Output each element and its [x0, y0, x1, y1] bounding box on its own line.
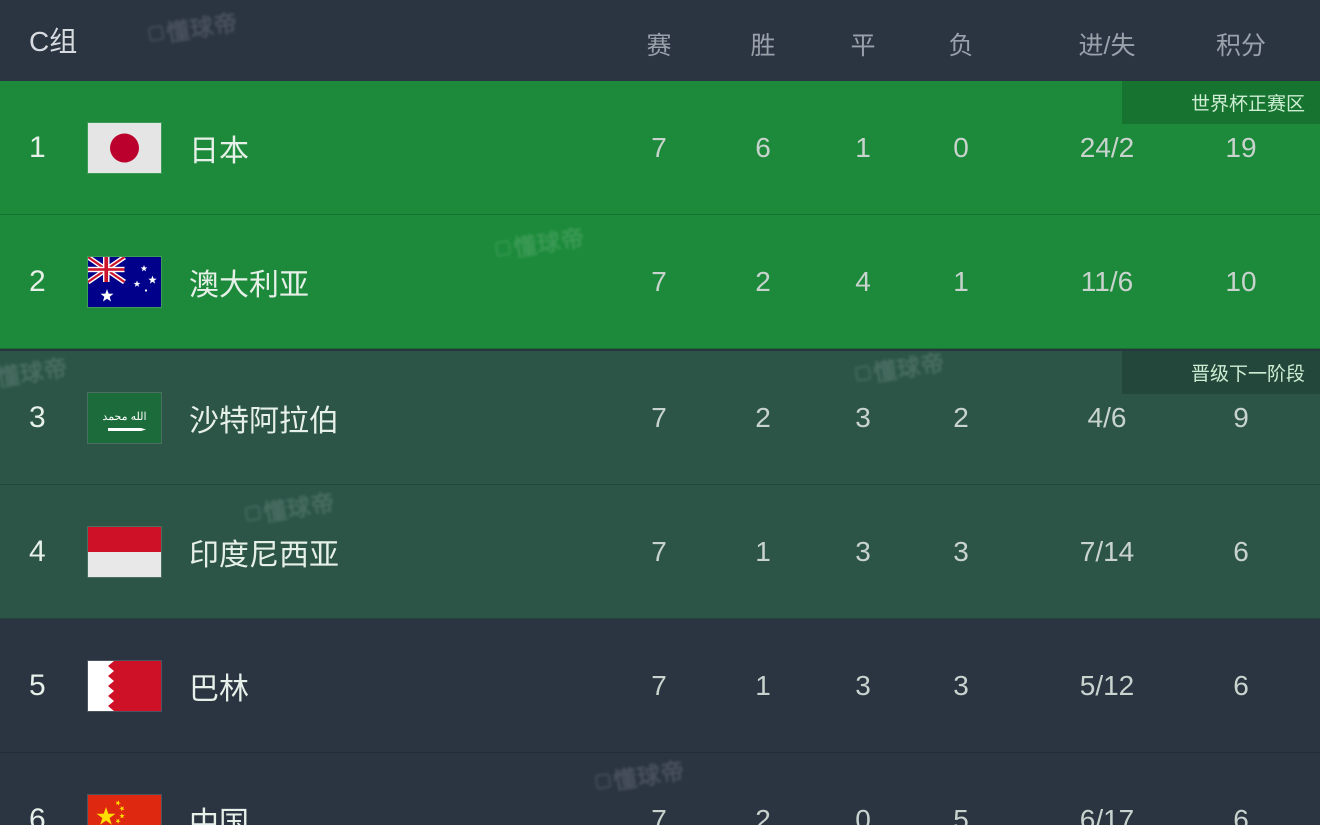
svg-text:الله محمد: الله محمد [102, 411, 146, 423]
